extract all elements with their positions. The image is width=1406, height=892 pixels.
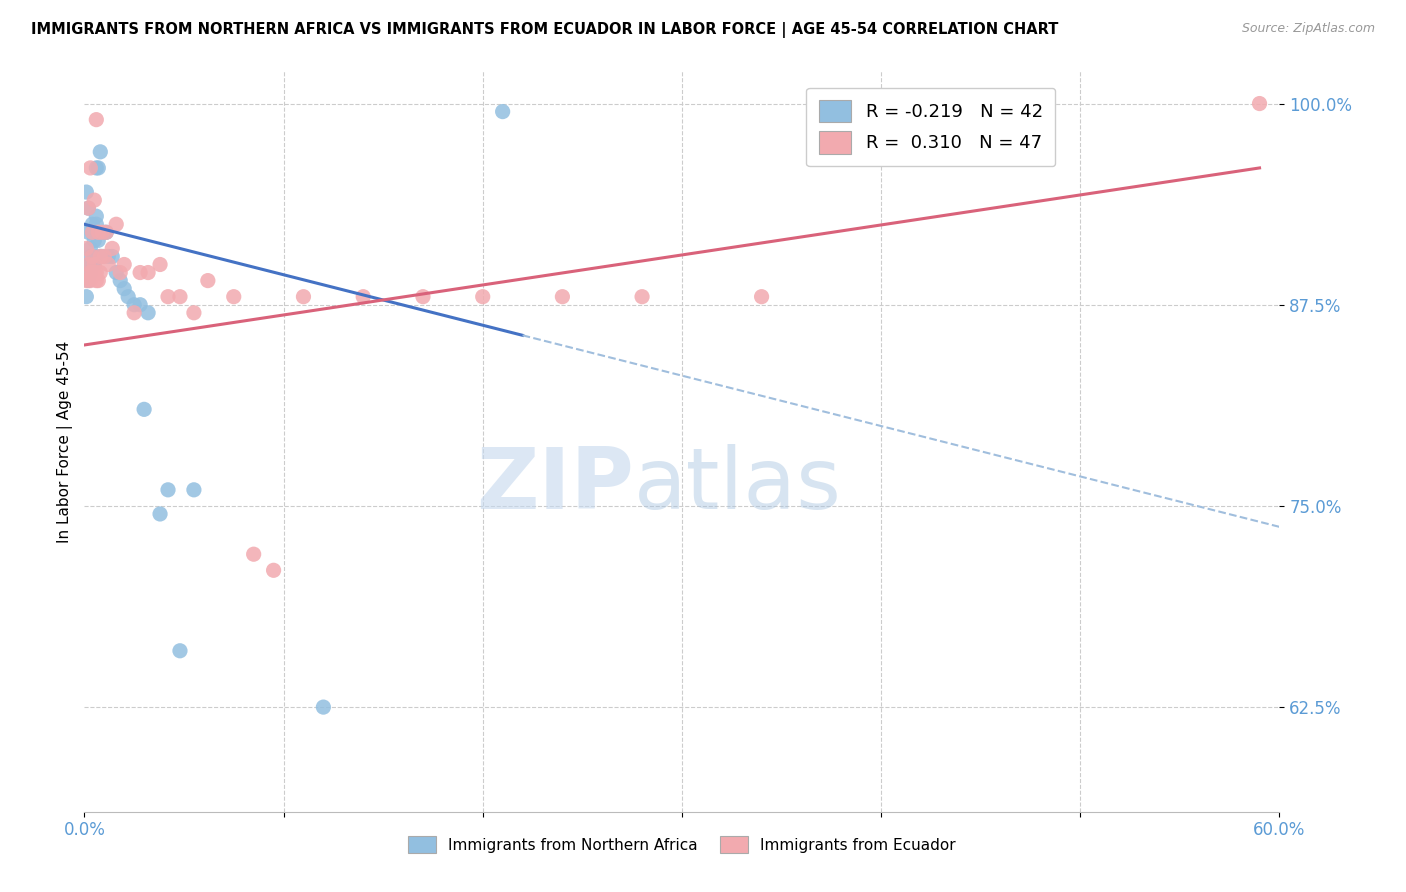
Point [96,225,118,239]
Point [132,402,156,417]
Point [97,250,120,264]
Text: atlas: atlas [634,444,842,527]
Point [79,258,101,272]
Point [86,217,108,231]
Point [222,290,245,304]
Point [89,250,111,264]
Point [101,241,124,255]
Point [86,266,108,280]
Point [492,104,515,119]
Point [105,217,128,231]
Point [91,250,114,264]
Point [77,225,100,239]
Point [79,161,101,175]
Point [157,290,180,304]
Point [93,225,115,239]
Point [352,290,374,304]
Point [89,250,111,264]
Point [110,274,132,288]
Point [79,266,101,280]
Point [86,209,108,223]
Point [242,547,264,561]
Point [149,258,172,272]
Point [86,161,108,175]
Point [89,145,111,159]
Point [93,250,115,264]
Text: ZIP: ZIP [477,444,634,527]
Point [129,266,152,280]
Point [91,225,114,239]
Point [86,112,108,127]
Legend: Immigrants from Northern Africa, Immigrants from Ecuador: Immigrants from Northern Africa, Immigra… [402,830,962,860]
Point [83,233,105,247]
Point [183,483,205,497]
Point [169,290,191,304]
Point [75,185,97,199]
Point [83,258,105,272]
Point [136,266,159,280]
Point [83,193,105,207]
Point [96,225,118,239]
Point [82,217,104,231]
Point [79,274,101,288]
Text: Source: ZipAtlas.com: Source: ZipAtlas.com [1241,22,1375,36]
Point [87,233,110,247]
Point [83,250,105,264]
Point [136,306,159,320]
Point [97,258,120,272]
Point [86,274,108,288]
Point [263,563,285,577]
Point [412,290,434,304]
Point [77,274,100,288]
Point [551,290,574,304]
Point [83,258,105,272]
Point [312,700,335,714]
Point [197,274,219,288]
Point [117,290,139,304]
Point [129,298,152,312]
Point [631,290,654,304]
Point [75,274,97,288]
Y-axis label: In Labor Force | Age 45-54: In Labor Force | Age 45-54 [58,341,73,542]
Point [82,266,104,280]
Point [77,258,100,272]
Point [79,241,101,255]
Point [82,225,104,239]
Point [105,266,128,280]
Point [149,507,172,521]
Point [75,241,97,255]
Point [122,306,145,320]
Point [471,290,494,304]
Point [112,282,135,296]
Point [82,225,104,239]
Point [77,201,100,215]
Point [79,266,101,280]
Point [169,644,191,658]
Point [79,250,101,264]
Point [751,290,773,304]
Point [83,266,105,280]
Point [122,298,145,312]
Point [75,290,97,304]
Text: IMMIGRANTS FROM NORTHERN AFRICA VS IMMIGRANTS FROM ECUADOR IN LABOR FORCE | AGE : IMMIGRANTS FROM NORTHERN AFRICA VS IMMIG… [31,22,1059,38]
Point [110,266,132,280]
Point [89,266,111,280]
Point [82,250,104,264]
Point [101,250,124,264]
Point [87,161,110,175]
Point [112,258,135,272]
Point [157,483,180,497]
Point [292,290,315,304]
Point [83,225,105,239]
Point [77,201,100,215]
Point [183,306,205,320]
Point [87,225,110,239]
Point [1249,96,1271,111]
Point [87,274,110,288]
Point [82,258,104,272]
